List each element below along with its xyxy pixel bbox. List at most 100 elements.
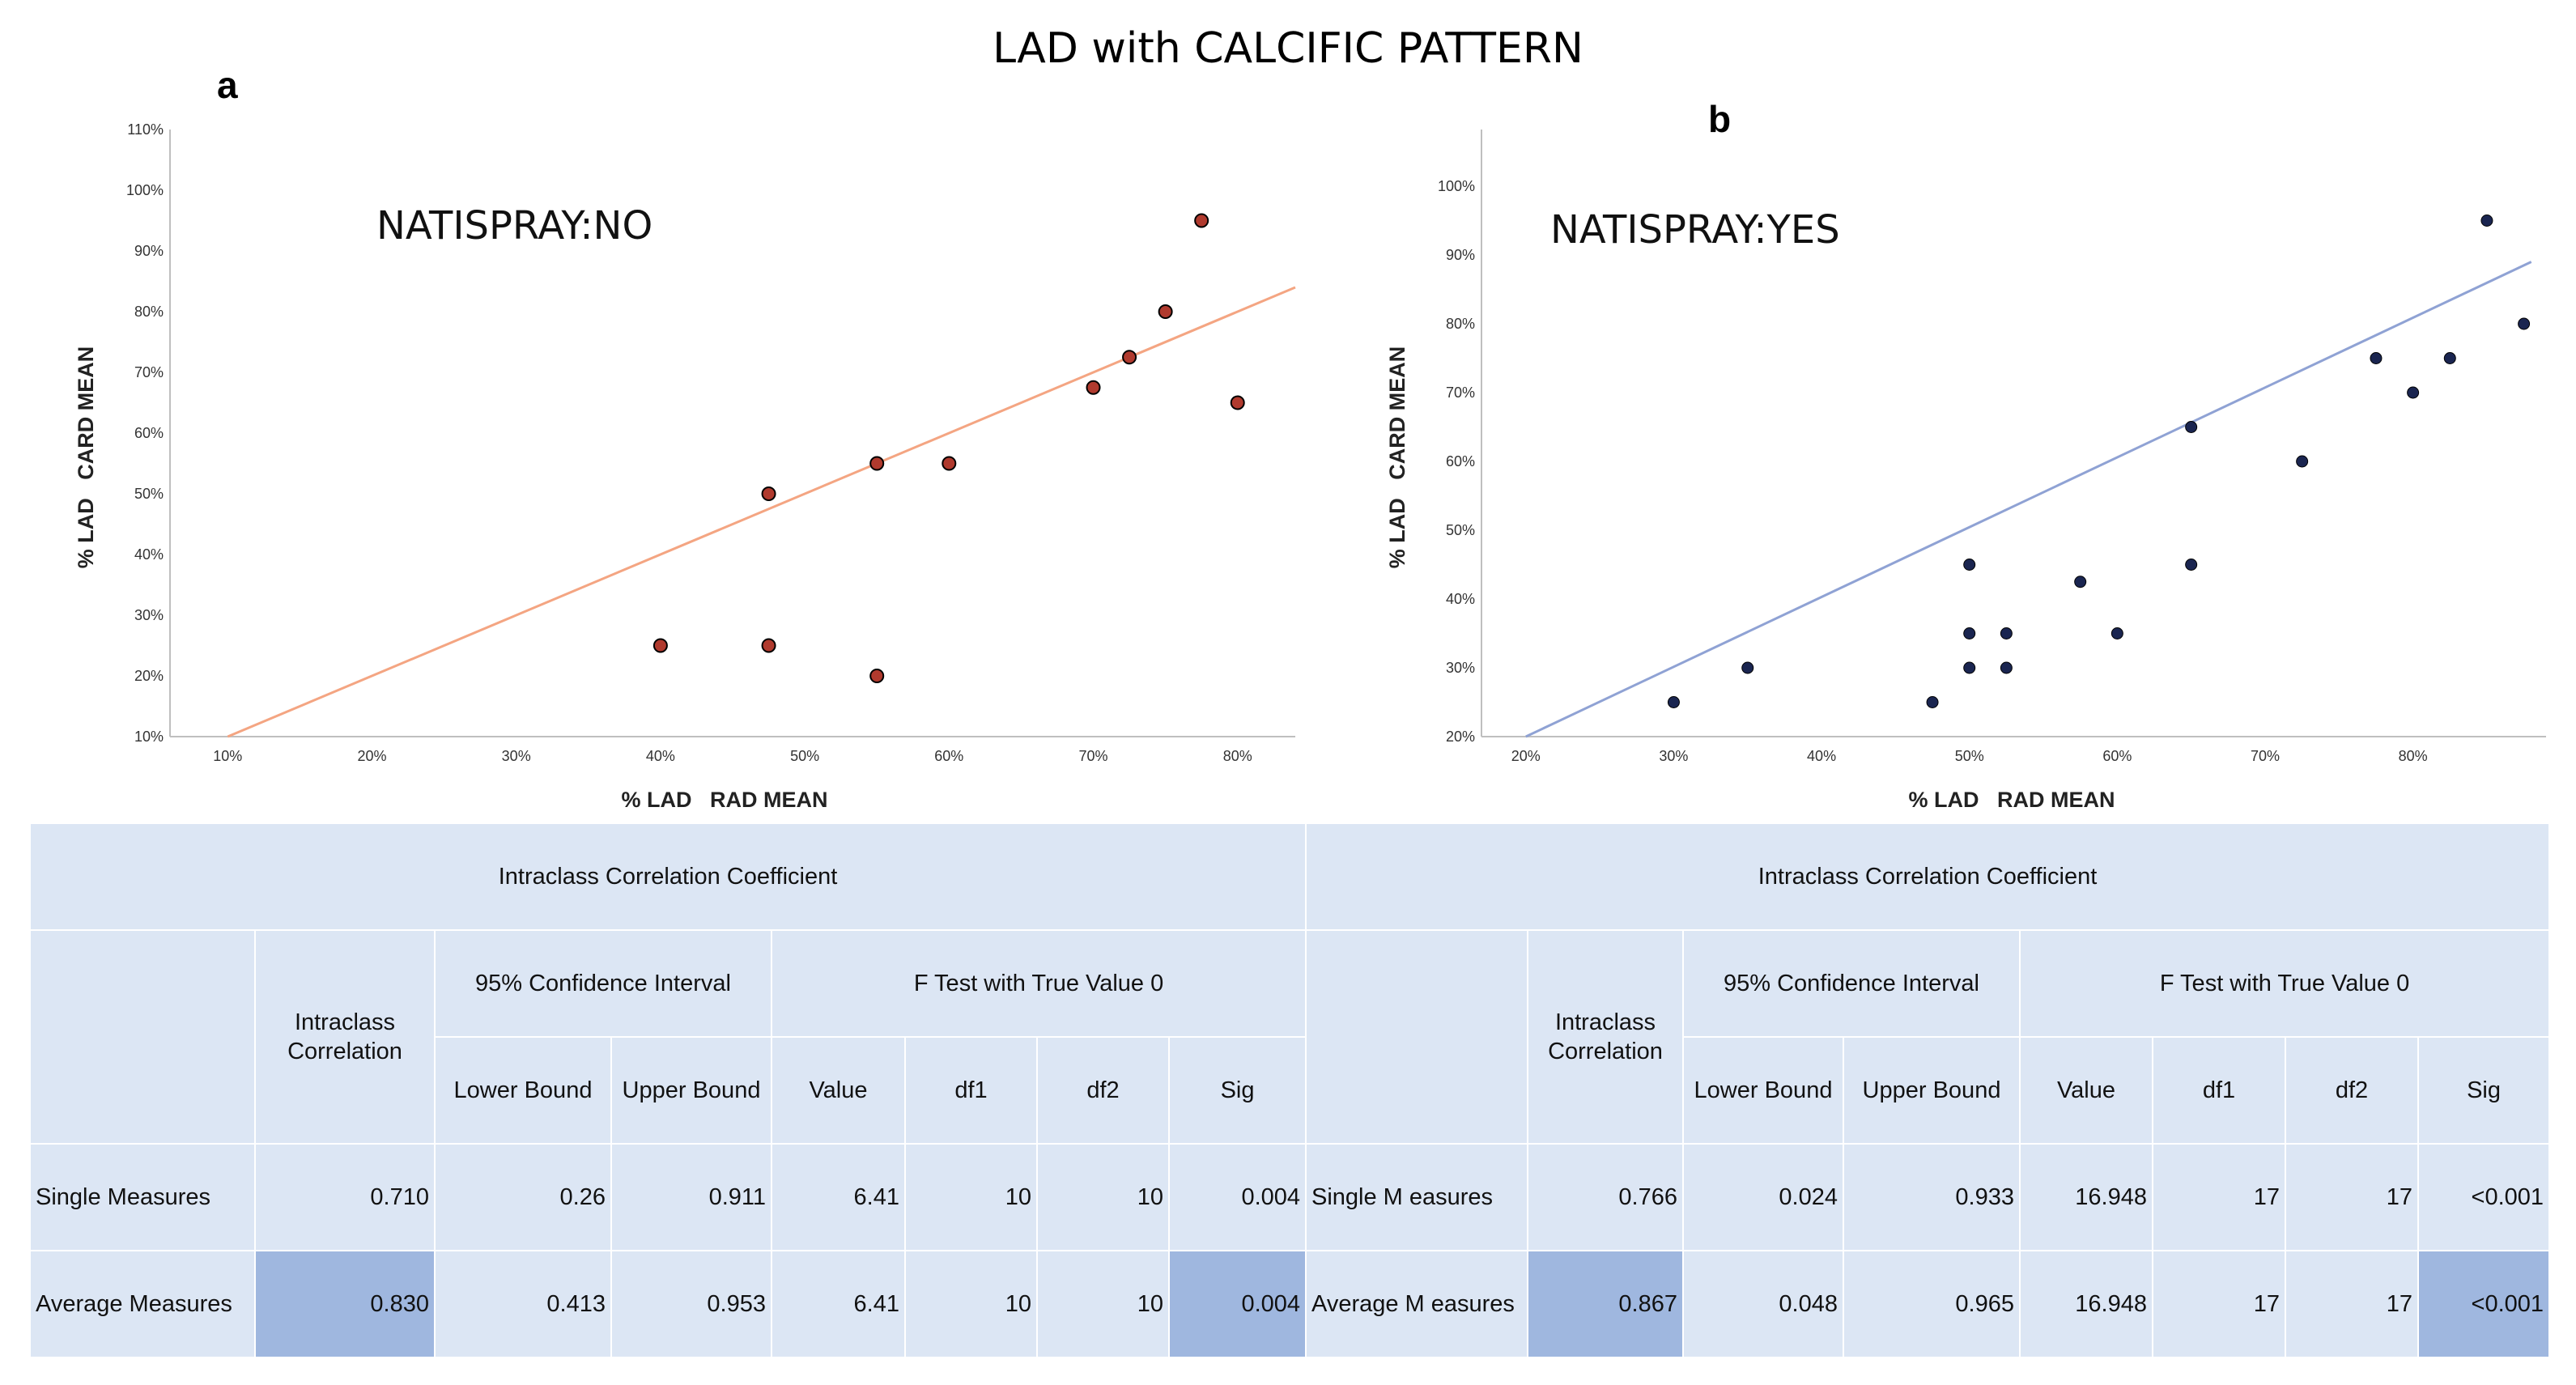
y-tick-label: 20% [1446, 729, 1475, 745]
x-tick-label: 50% [1955, 748, 1984, 764]
y-tick-label: 110% [127, 121, 164, 138]
upper-bound-header: Upper Bound [1843, 1036, 2021, 1145]
y-axis-label: % LAD CARD MEAN [74, 346, 98, 569]
y-tick-label: 40% [1446, 591, 1475, 607]
data-point [2074, 576, 2087, 588]
x-tick-label: 10% [213, 748, 242, 764]
row-header-blank [29, 929, 256, 1145]
df2-header: df2 [2285, 1036, 2419, 1145]
df2-value: 17 [2285, 1143, 2419, 1251]
scatter-chart-natispray-yes: 20% 30% 40% 50% 60% 70% 80% 20% 30% 40% 50% 60% 70%… [1385, 130, 2546, 812]
data-point [869, 669, 885, 683]
y-tick-label: 80% [134, 304, 164, 320]
lower-bound-value: 0.26 [434, 1143, 612, 1251]
data-point [2480, 215, 2493, 227]
row-header-blank [1305, 929, 1528, 1145]
y-tick-label: 10% [134, 729, 164, 745]
y-tick-label: 20% [134, 668, 164, 684]
y-tick-label: 90% [1446, 247, 1475, 263]
f-value: 16.948 [2019, 1250, 2153, 1358]
data-point [1086, 380, 1101, 395]
value-header: Value [2019, 1036, 2153, 1145]
fit-line [1525, 261, 2532, 738]
sig-value: <0.001 [2417, 1250, 2551, 1358]
sig-value: 0.004 [1167, 1250, 1307, 1358]
x-axis-label: % LAD RAD MEAN [1909, 788, 2115, 812]
x-tick-label: 30% [1659, 748, 1688, 764]
icc-table-natispray-yes: Intraclass Correlation Coefficient Intra… [1304, 822, 2551, 1358]
x-tick-label: 70% [1078, 748, 1107, 764]
figure-title: LAD with CALCIFIC PATTERN [993, 24, 1583, 73]
data-point [1963, 661, 1976, 674]
icc-value: 0.867 [1527, 1250, 1684, 1358]
panel-label-b: b [1708, 98, 1732, 140]
df1-value: 10 [904, 1250, 1038, 1358]
y-tick-label: 70% [1446, 384, 1475, 401]
x-tick-label: 40% [646, 748, 675, 764]
y-tick-label: 100% [1438, 178, 1475, 194]
data-point [761, 486, 776, 501]
data-point [2518, 317, 2531, 330]
ci-header: 95% Confidence Interval [434, 929, 772, 1038]
data-point [2407, 386, 2420, 399]
data-point [2185, 421, 2198, 433]
sig-header: Sig [1167, 1036, 1307, 1145]
y-tick-label: 50% [134, 486, 164, 502]
sig-value: <0.001 [2417, 1143, 2551, 1251]
data-point [942, 456, 957, 471]
f-value: 6.41 [771, 1250, 906, 1358]
x-tick-label: 50% [790, 748, 819, 764]
data-point [2000, 661, 2013, 674]
df1-header: df1 [904, 1036, 1038, 1145]
upper-bound-value: 0.933 [1843, 1143, 2021, 1251]
table-row: Single Measures 0.710 0.26 0.911 6.41 10… [29, 1143, 1307, 1251]
sig-value: 0.004 [1167, 1143, 1307, 1251]
f-value: 6.41 [771, 1143, 906, 1251]
f-test-header: F Test with True Value 0 [770, 929, 1307, 1038]
data-point [2296, 455, 2309, 468]
lower-bound-value: 0.024 [1682, 1143, 1844, 1251]
df2-value: 10 [1036, 1143, 1170, 1251]
df2-value: 10 [1036, 1250, 1170, 1358]
x-tick-label: 30% [502, 748, 531, 764]
value-header: Value [771, 1036, 906, 1145]
x-tick-label: 20% [1511, 748, 1541, 764]
data-point [653, 638, 668, 653]
data-point [1926, 696, 1939, 708]
row-label: Single Measures [29, 1143, 256, 1251]
y-tick-label: 50% [1446, 522, 1475, 538]
data-point [2370, 352, 2383, 364]
lower-bound-header: Lower Bound [1682, 1036, 1844, 1145]
table-title: Intraclass Correlation Coefficient [1304, 822, 2551, 931]
icc-value: 0.710 [254, 1143, 436, 1251]
y-tick-label: 40% [134, 546, 164, 563]
icc-value: 0.766 [1527, 1143, 1684, 1251]
data-point [2185, 559, 2198, 571]
upper-bound-value: 0.965 [1843, 1250, 2021, 1358]
ci-header: 95% Confidence Interval [1682, 929, 2021, 1038]
df1-value: 10 [904, 1143, 1038, 1251]
lower-bound-value: 0.048 [1682, 1250, 1844, 1358]
data-point [1963, 559, 1976, 571]
fit-line [227, 286, 1296, 738]
y-tick-label: 60% [1446, 453, 1475, 469]
data-point [1667, 696, 1680, 708]
data-point [1122, 350, 1137, 365]
icc-header: Intraclass Correlation [254, 929, 436, 1145]
x-tick-label: 70% [2251, 748, 2280, 764]
icc-value: 0.830 [254, 1250, 436, 1358]
sig-header: Sig [2417, 1036, 2551, 1145]
df1-value: 17 [2152, 1250, 2286, 1358]
df1-header: df1 [2152, 1036, 2286, 1145]
x-tick-label: 80% [2399, 748, 2428, 764]
df2-header: df2 [1036, 1036, 1170, 1145]
scatter-chart-natispray-no: 10% 20% 30% 40% 50% 60% 70% 80% 10% 20% 30% 40% 50%… [74, 121, 1296, 812]
y-tick-label: 90% [134, 243, 164, 259]
y-tick-label: 30% [1446, 660, 1475, 676]
upper-bound-value: 0.911 [610, 1143, 772, 1251]
x-axis-label: % LAD RAD MEAN [622, 788, 828, 812]
x-tick-label: 60% [2102, 748, 2132, 764]
data-point [1194, 213, 1209, 228]
lower-bound-header: Lower Bound [434, 1036, 612, 1145]
data-point [2000, 627, 2013, 639]
